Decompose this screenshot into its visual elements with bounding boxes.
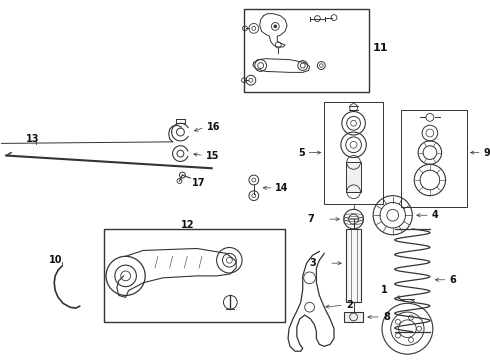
Circle shape (274, 25, 277, 28)
Bar (346, 162, 362, 192)
Text: 11: 11 (373, 43, 389, 53)
Text: 17: 17 (192, 178, 206, 188)
Bar (344, 312, 364, 322)
Text: 4: 4 (432, 210, 439, 220)
Text: 9: 9 (484, 148, 490, 158)
Text: 7: 7 (308, 214, 315, 224)
Text: 3: 3 (310, 258, 317, 268)
Text: 2: 2 (346, 300, 352, 310)
Bar (346, 229, 362, 302)
Text: 5: 5 (298, 148, 305, 158)
Text: 13: 13 (26, 134, 39, 144)
Text: 12: 12 (180, 220, 194, 230)
Text: 16: 16 (207, 122, 220, 132)
Bar (400, 109, 467, 207)
Text: 14: 14 (275, 183, 289, 193)
Bar (324, 102, 383, 204)
Text: 6: 6 (449, 275, 456, 285)
Text: 1: 1 (381, 284, 387, 294)
Bar (244, 9, 369, 92)
Bar (104, 229, 285, 322)
Text: 15: 15 (206, 150, 220, 161)
Text: 8: 8 (383, 312, 390, 322)
Text: 10: 10 (49, 255, 62, 265)
